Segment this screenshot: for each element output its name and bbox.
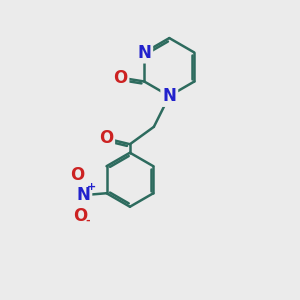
Text: O: O xyxy=(73,207,87,225)
Text: N: N xyxy=(76,186,90,204)
Text: -: - xyxy=(86,215,90,225)
Text: N: N xyxy=(137,44,151,62)
Text: O: O xyxy=(70,166,85,184)
Text: +: + xyxy=(86,182,96,192)
Text: N: N xyxy=(162,87,176,105)
Text: O: O xyxy=(99,129,113,147)
Text: O: O xyxy=(113,69,127,87)
